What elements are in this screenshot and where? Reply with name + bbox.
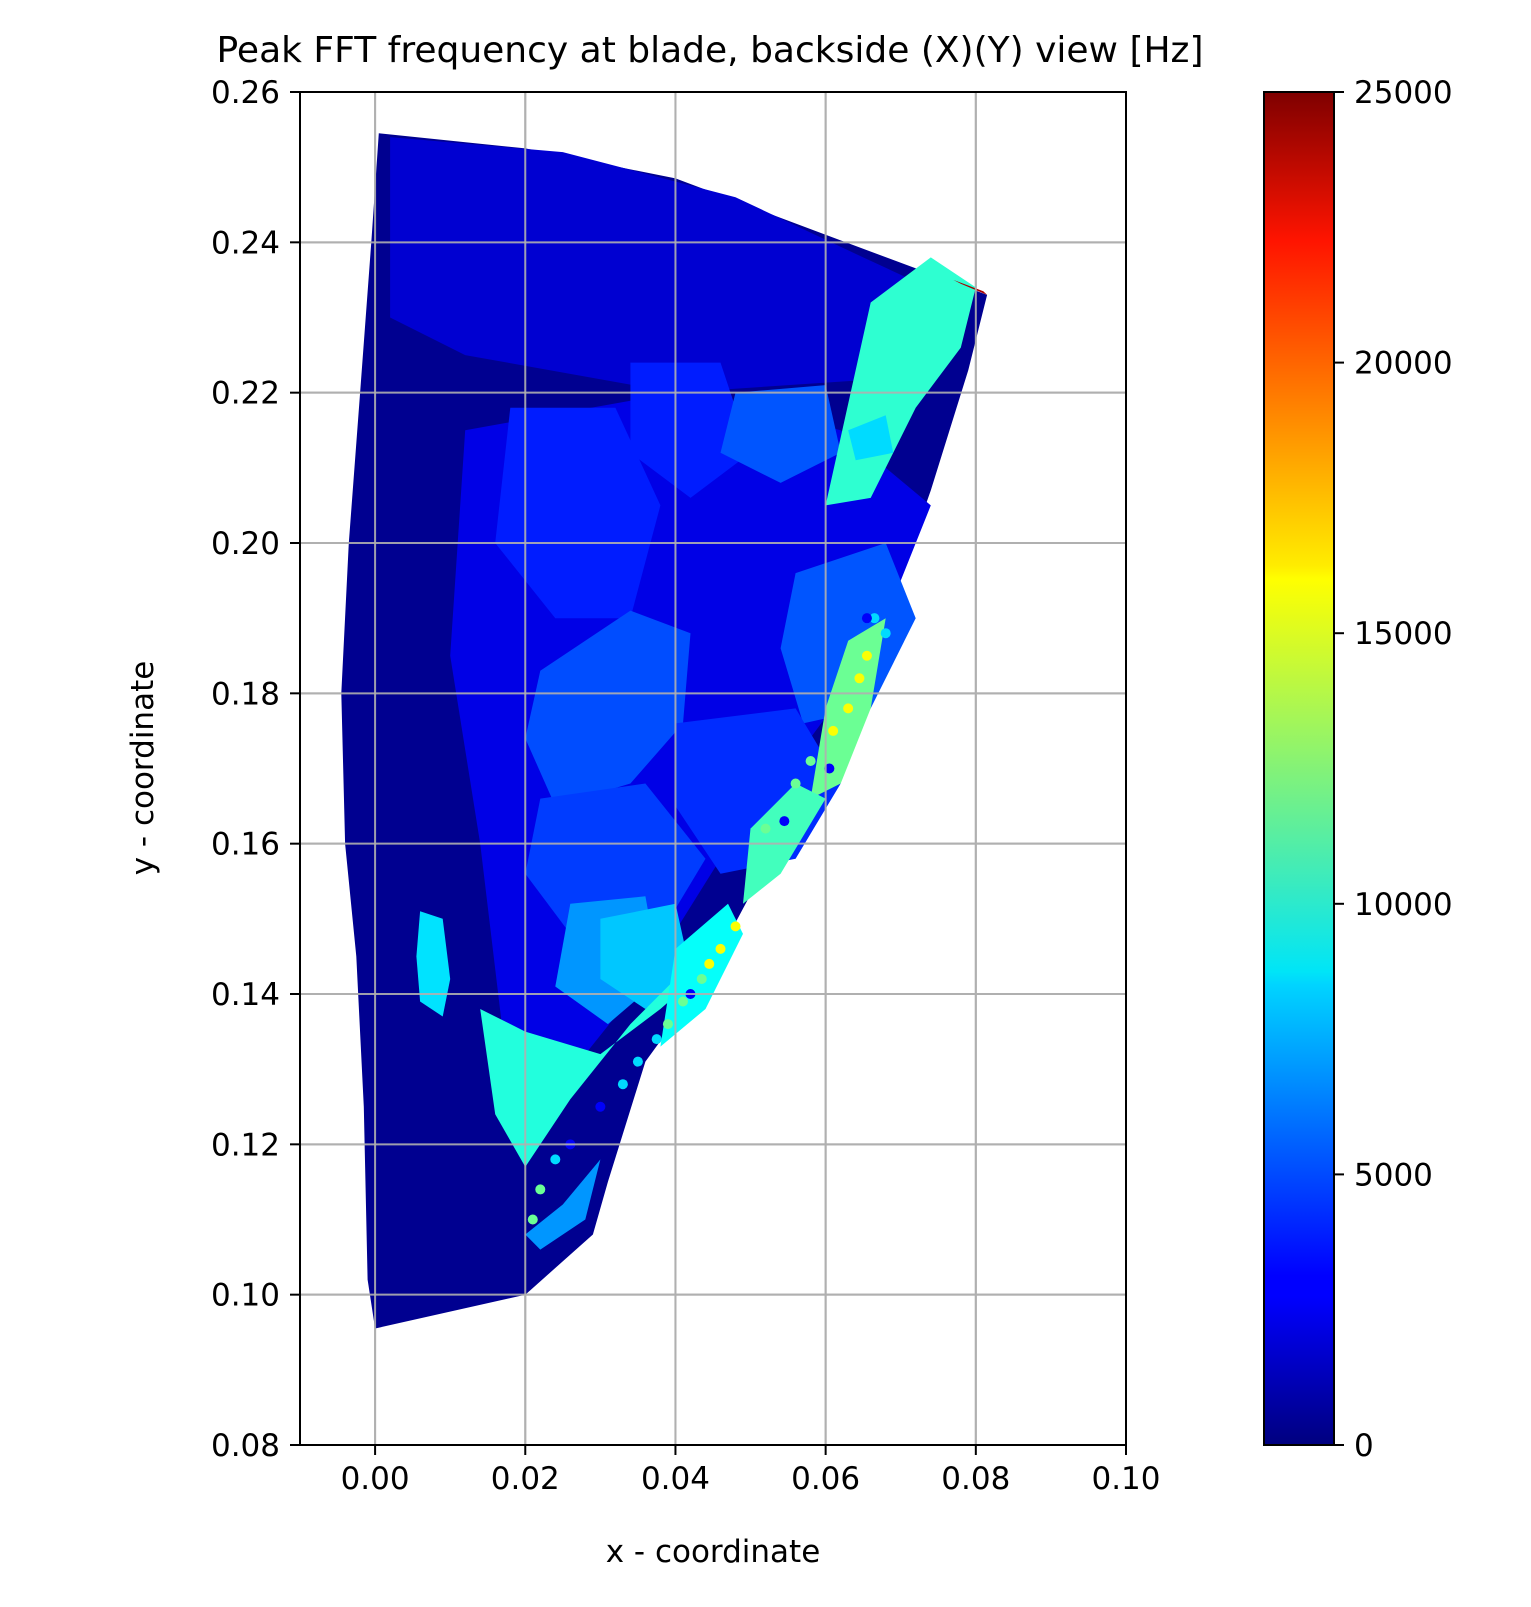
scatter-point-0-0 xyxy=(862,651,872,661)
y-tick-label-9: 0.26 xyxy=(211,75,280,111)
x-axis-ticks: 0.00 0.02 0.04 0.06 0.08 0.10 xyxy=(341,1445,1161,1497)
x-tick-label-5: 0.10 xyxy=(1091,1461,1160,1497)
x-tick-label-2: 0.04 xyxy=(641,1461,710,1497)
y-tick-label-7: 0.22 xyxy=(211,376,280,412)
chart-title: Peak FFT frequency at blade, backside (X… xyxy=(217,30,1204,71)
scatter-point-0-4 xyxy=(716,944,726,954)
colorbar-tick-label-0: 0 xyxy=(1354,1428,1374,1464)
scatter-point-1-7 xyxy=(535,1184,545,1194)
x-tick-label-3: 0.06 xyxy=(791,1461,860,1497)
y-tick-label-8: 0.24 xyxy=(211,225,280,261)
scatter-point-0-5 xyxy=(731,921,741,931)
scatter-point-0-6 xyxy=(704,959,714,969)
scatter-point-1-1 xyxy=(791,779,801,789)
y-axis-ticks: 0.08 0.10 0.12 0.14 0.16 0.18 0.20 0.22 0.24 0.26 xyxy=(211,75,300,1464)
scatter-point-2-0 xyxy=(881,628,891,638)
scatter-point-2-5 xyxy=(550,1154,560,1164)
colorbar xyxy=(1264,92,1334,1445)
y-axis-label: y - coordinate xyxy=(125,661,161,876)
scatter-point-1-4 xyxy=(678,997,688,1007)
colorbar-tick-label-1: 5000 xyxy=(1354,1157,1433,1193)
colorbar-ticks: 0 5000 10000 15000 20000 25000 xyxy=(1334,75,1453,1464)
y-tick-label-1: 0.10 xyxy=(211,1278,280,1314)
x-tick-label-0: 0.00 xyxy=(341,1461,410,1497)
scatter-point-1-3 xyxy=(697,974,707,984)
x-tick-label-1: 0.02 xyxy=(491,1461,560,1497)
scatter-point-3-2 xyxy=(779,816,789,826)
y-tick-label-2: 0.12 xyxy=(211,1127,280,1163)
scatter-point-3-4 xyxy=(595,1102,605,1112)
scatter-point-0-3 xyxy=(828,726,838,736)
scatter-point-0-2 xyxy=(843,703,853,713)
scatter-point-1-5 xyxy=(663,1019,673,1029)
x-tick-label-4: 0.08 xyxy=(941,1461,1010,1497)
scatter-point-3-0 xyxy=(862,613,872,623)
scatter-point-1-6 xyxy=(528,1215,538,1225)
y-tick-label-6: 0.20 xyxy=(211,526,280,562)
scatter-point-2-4 xyxy=(618,1079,628,1089)
y-tick-label-0: 0.08 xyxy=(211,1428,280,1464)
scatter-point-2-3 xyxy=(633,1057,643,1067)
scatter-point-0-1 xyxy=(854,673,864,683)
y-tick-label-5: 0.18 xyxy=(211,676,280,712)
colorbar-tick-label-2: 10000 xyxy=(1354,887,1453,923)
scatter-point-1-0 xyxy=(806,756,816,766)
y-tick-label-4: 0.16 xyxy=(211,827,280,863)
blade-surface xyxy=(300,92,1126,1445)
scatter-point-1-2 xyxy=(761,824,771,834)
y-tick-label-3: 0.14 xyxy=(211,977,280,1013)
scatter-point-2-2 xyxy=(652,1034,662,1044)
colorbar-tick-label-4: 20000 xyxy=(1354,346,1453,382)
colorbar-tick-label-5: 25000 xyxy=(1354,75,1453,111)
colorbar-tick-label-3: 15000 xyxy=(1354,616,1453,652)
x-axis-label: x - coordinate xyxy=(606,1534,821,1570)
